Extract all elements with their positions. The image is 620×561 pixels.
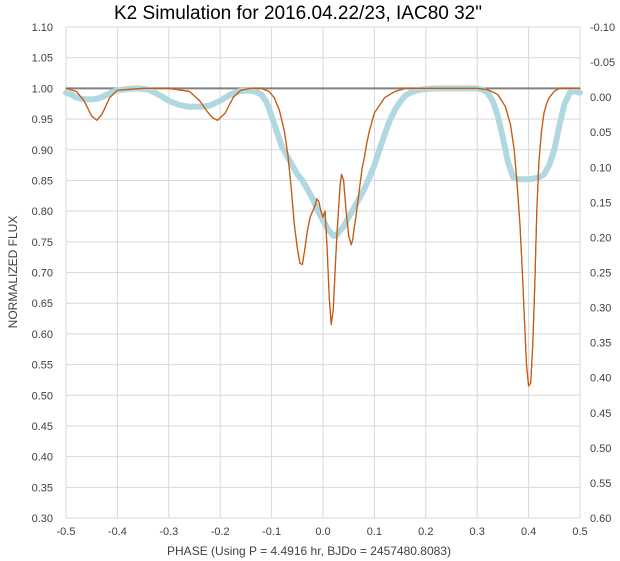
y2-tick-label: 0.05 [590,127,611,139]
y2-tick-label: -0.10 [590,22,615,34]
y-axis-right-ticks: -0.10 -0.05 0.00 0.05 0.10 0.15 0.20 0.25 0.30 0.… [590,22,615,525]
y2-tick-label: 0.20 [590,232,611,244]
y2-tick-label: -0.05 [590,57,615,69]
y-tick-label: 1.05 [32,53,53,65]
chart-title: K2 Simulation for 2016.04.22/23, IAC80 3… [114,3,482,24]
y-tick-label: 0.90 [32,145,53,157]
x-axis-title: PHASE (Using P = 4.4916 hr, BJDo = 24574… [167,544,451,558]
y-tick-label: 0.60 [32,329,53,341]
y2-tick-label: 0.45 [590,408,611,420]
plot-frame [65,26,581,519]
x-tick-label: -0.4 [108,526,127,538]
y-tick-label: 0.30 [32,513,53,525]
y-tick-label: 0.85 [32,175,53,187]
y-tick-label: 0.55 [32,360,53,372]
x-tick-label: -0.1 [262,526,281,538]
observed-flux-series [63,85,583,239]
y-tick-label: 0.70 [32,268,53,280]
x-tick-label: 0.4 [521,526,536,538]
plot-area-border [65,26,581,519]
series-layer [63,85,583,387]
y2-tick-label: 0.35 [590,338,611,350]
y2-tick-label: 0.40 [590,373,611,385]
x-tick-label: -0.3 [159,526,178,538]
y2-tick-label: 0.25 [590,268,611,280]
y2-tick-label: 0.10 [590,162,611,174]
y-tick-label: 1.00 [32,83,53,95]
y2-tick-label: 0.00 [590,92,611,104]
y-tick-label: 0.65 [32,298,53,310]
y-tick-label: 0.80 [32,206,53,218]
y-tick-label: 0.40 [32,452,53,464]
y-tick-label: 0.50 [32,390,53,402]
gridlines [65,26,581,519]
y2-tick-label: 0.55 [590,478,611,490]
y-tick-label: 0.45 [32,421,53,433]
x-tick-label: 0.0 [315,526,330,538]
x-tick-label: 0.2 [418,526,433,538]
y-tick-label: 1.10 [32,22,53,34]
x-tick-label: -0.5 [57,526,76,538]
y-axis-left-ticks: 1.10 1.05 1.00 0.95 0.90 0.85 0.80 0.75 0.70 0.65… [32,22,53,525]
x-tick-label: -0.2 [211,526,230,538]
x-tick-label: 0.1 [367,526,382,538]
simulated-flux-series-overlay [65,87,580,387]
y-axis-title: NORMALIZED FLUX [6,216,20,329]
y2-tick-label: 0.30 [590,303,611,315]
y2-tick-label: 0.15 [590,197,611,209]
y-tick-label: 0.75 [32,237,53,249]
x-tick-label: 0.3 [470,526,485,538]
y2-tick-label: 0.50 [590,443,611,455]
y-tick-label: 0.95 [32,114,53,126]
y2-tick-label: 0.60 [590,513,611,525]
x-tick-label: 0.5 [572,526,587,538]
x-axis-ticks: -0.5 -0.4 -0.3 -0.2 -0.1 0.0 0.1 0.2 0.3 0.4 0.5 [57,526,588,538]
y-tick-label: 0.35 [32,482,53,494]
